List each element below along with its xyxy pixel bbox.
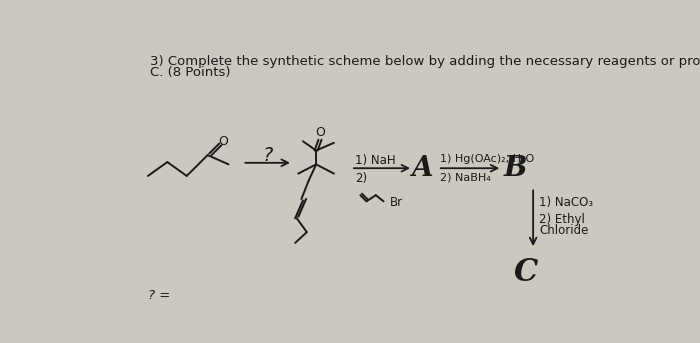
Text: 2) NaBH₄: 2) NaBH₄ <box>440 173 491 182</box>
Text: 1) NaCO₃: 1) NaCO₃ <box>539 196 594 209</box>
Text: ?: ? <box>262 146 272 165</box>
Text: 2): 2) <box>355 172 367 185</box>
Text: ? =: ? = <box>148 289 170 302</box>
Text: B: B <box>503 155 527 182</box>
Text: A: A <box>412 155 433 182</box>
Text: 3) Complete the synthetic scheme below by adding the necessary reagents or produ: 3) Complete the synthetic scheme below b… <box>150 55 700 68</box>
Text: 1) NaH: 1) NaH <box>355 154 395 167</box>
Text: O: O <box>315 126 325 139</box>
Text: C. (8 Points): C. (8 Points) <box>150 66 230 79</box>
Text: C: C <box>513 257 538 288</box>
Text: 1) Hg(OAc)₂, H₂O: 1) Hg(OAc)₂, H₂O <box>440 154 534 164</box>
Text: 2) Ethyl: 2) Ethyl <box>539 213 585 226</box>
Text: O: O <box>218 135 228 148</box>
Text: Chloride: Chloride <box>539 224 589 237</box>
Text: Br: Br <box>390 196 403 209</box>
